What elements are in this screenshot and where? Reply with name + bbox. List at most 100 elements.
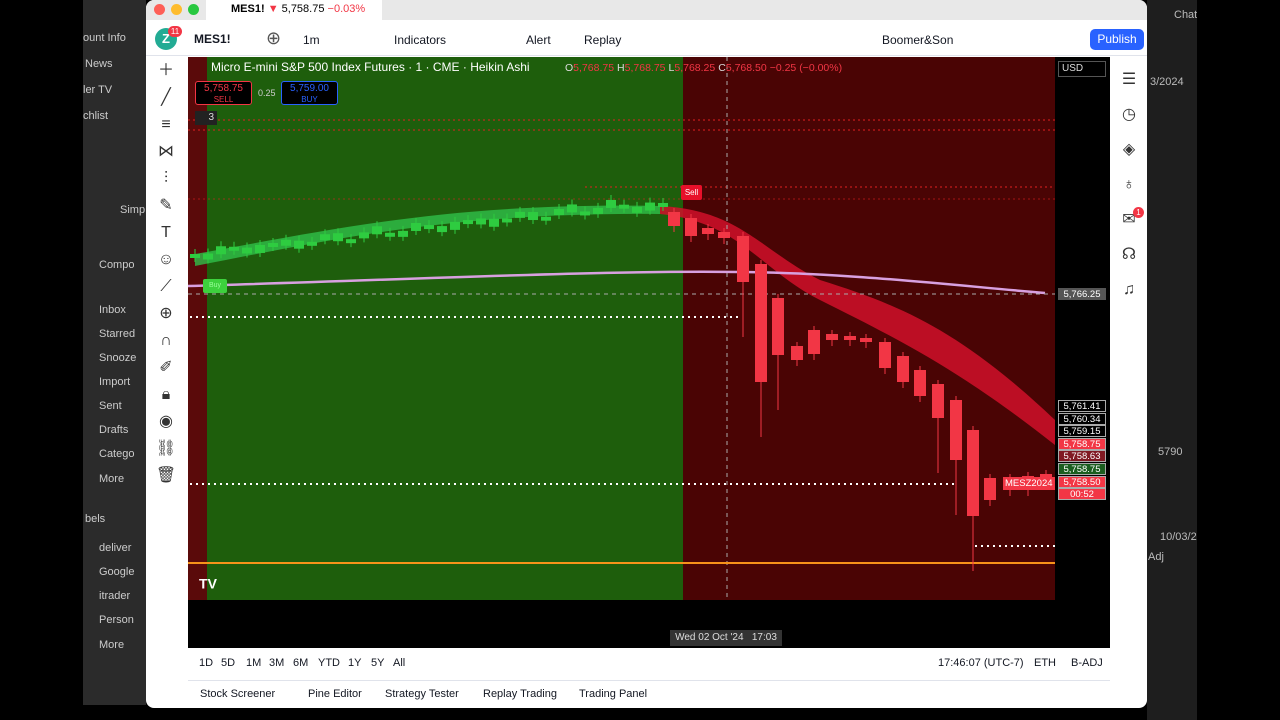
bg-left-label: Compo — [99, 259, 135, 271]
candle-body — [437, 226, 447, 233]
window-controls[interactable] — [154, 4, 200, 16]
tab-symbol: MES1! — [231, 3, 265, 15]
range-button[interactable]: 5Y — [371, 657, 385, 669]
candle-body — [333, 233, 343, 242]
bg-left-label: Snooze — [99, 352, 137, 364]
ohlc-label: O — [565, 62, 574, 74]
ma-band — [195, 205, 660, 266]
range-bar — [188, 648, 1110, 678]
avatar-badge: 11 — [168, 26, 182, 37]
panel-tab[interactable]: Pine Editor — [308, 688, 362, 700]
candle-body — [281, 239, 291, 246]
bg-right-label: 3/2024 — [1150, 76, 1184, 88]
adjustment[interactable]: B-ADJ — [1071, 657, 1103, 669]
replay[interactable]: Replay — [584, 33, 622, 47]
time-label: Wed 02 Oct '24 17:03 — [670, 630, 782, 646]
currency[interactable]: USD — [1058, 61, 1106, 77]
candle-body — [528, 212, 538, 221]
candle-body — [844, 336, 856, 340]
bg-left-app — [83, 0, 146, 705]
tab-change: −0.03% — [327, 3, 366, 15]
bg-left-label: Person — [99, 614, 134, 626]
bg-left-label: ount Info — [83, 32, 126, 44]
bg-left-label: bels — [85, 513, 106, 525]
buy-button[interactable]: 5,759.00 BUY — [281, 81, 338, 105]
panel-tab[interactable]: Stock Screener — [200, 688, 276, 700]
bg-left-label: Simp — [120, 204, 146, 216]
indicators[interactable]: Indicators — [394, 33, 447, 47]
candle-body — [450, 221, 460, 230]
candle-body — [658, 203, 668, 208]
bg-left-label: Catego — [99, 448, 135, 460]
range-button[interactable]: 1D — [199, 657, 214, 669]
interval[interactable]: 1m — [303, 33, 320, 47]
bg-left-label: itrader — [99, 590, 131, 602]
candle-body — [411, 222, 421, 231]
candle-body — [808, 330, 820, 354]
status-time: 17:46:07 (UTC-7) — [938, 657, 1024, 669]
ohlc-values: O5,768.75 H5,768.75 L5,768.25 C5,768.50 −0.2… — [565, 62, 842, 74]
candle-body — [950, 400, 962, 460]
candle-body — [463, 220, 473, 225]
candle-body — [772, 298, 784, 355]
time-date: Wed 02 Oct '24 — [675, 632, 744, 643]
span-element — [188, 4, 199, 15]
candle-body — [359, 232, 369, 239]
drawing-toolbar[interactable]: ＋ ╱ ≡ ⋈ ⫶ ✎ T ☺ ⟋ ⊕ ∩ ✐ 🔒︎ ◉ ⛓︎ 🗑︎ — [155, 62, 177, 484]
add-symbol[interactable]: ⊕ — [266, 28, 282, 48]
range-button[interactable]: 1Y — [348, 657, 362, 669]
ohlc-value: 5,768.50 — [725, 62, 767, 74]
range-button[interactable]: 5D — [221, 657, 236, 669]
alert[interactable]: Alert — [526, 33, 551, 47]
panel-tab[interactable]: Strategy Tester — [385, 688, 459, 700]
price-label: 5,761.41 — [1058, 400, 1106, 412]
ohlc-value: 5,768.75 — [573, 62, 615, 74]
indicator-toggle[interactable]: 3 — [195, 111, 217, 125]
candle-body — [268, 242, 278, 247]
sell-price: 5,758.75 — [204, 83, 243, 94]
price-axis — [1055, 57, 1110, 600]
bg-left-label: More — [99, 639, 125, 651]
buy-signal: Buy — [203, 279, 227, 293]
session[interactable]: ETH — [1034, 657, 1056, 669]
candle-body — [385, 232, 395, 237]
candle-body — [645, 202, 655, 211]
buy-price: 5,759.00 — [290, 83, 329, 94]
panel-tab[interactable]: Replay Trading — [483, 688, 557, 700]
range-button[interactable]: 3M — [269, 657, 285, 669]
symbol-search[interactable]: MES1! — [194, 32, 231, 46]
right-toolbar[interactable]: ☰ ◷ ◈ ♁ ✉ ☊ ♫ — [1121, 71, 1137, 298]
bg-right-label: Chat — [1174, 9, 1197, 21]
sell-button[interactable]: 5,758.75 SELL — [195, 81, 252, 105]
candle-body — [320, 234, 330, 241]
range-button[interactable]: 6M — [293, 657, 309, 669]
candles — [190, 194, 1052, 571]
candle-body — [294, 240, 304, 249]
ohlc-label: H — [617, 62, 625, 74]
price-label: 5,758.75 — [1058, 437, 1106, 450]
range-button[interactable]: 1M — [246, 657, 262, 669]
bg-left-label: News — [85, 58, 113, 70]
bg-zone — [188, 57, 207, 600]
range-button[interactable]: All — [393, 657, 406, 669]
layout-name[interactable]: Boomer&Son — [882, 33, 954, 47]
overlays — [187, 57, 1055, 625]
candle-body — [914, 370, 926, 396]
candle-body — [619, 204, 629, 209]
candle-body — [554, 209, 564, 216]
bg-zone-bear — [683, 57, 1055, 600]
candle-body — [242, 247, 252, 254]
panel-tab[interactable]: Trading Panel — [579, 688, 648, 700]
browser-tab[interactable]: MES1! ▼ 5,758.75 −0.03% — [206, 0, 382, 20]
time-clock: 17:03 — [751, 632, 777, 643]
range-button[interactable]: YTD — [318, 657, 340, 669]
ohlc-value: 5,768.75 — [624, 62, 666, 74]
candle-body — [190, 254, 200, 258]
candle-body — [255, 244, 265, 253]
bg-right-label: 10/03/2 — [1160, 531, 1197, 543]
candle-body — [203, 253, 213, 260]
logo: TV — [199, 576, 218, 592]
candle-body — [502, 218, 512, 223]
publish[interactable]: Publish — [1090, 29, 1144, 50]
